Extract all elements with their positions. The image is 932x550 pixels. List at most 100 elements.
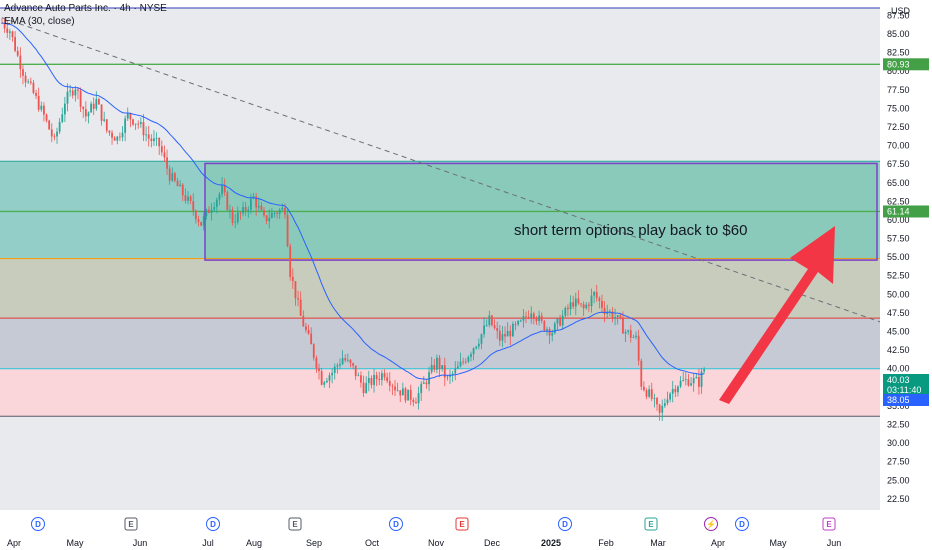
svg-text:E: E <box>459 520 465 529</box>
candle-body-2 <box>6 28 9 33</box>
candle-body-135 <box>354 365 357 376</box>
candle-body-53 <box>139 122 142 124</box>
x-tick-label-4: Aug <box>246 538 262 548</box>
price-badge-1: 61.14 <box>883 205 929 218</box>
candle-body-127 <box>333 366 336 373</box>
candle-body-10 <box>27 81 30 83</box>
candle-body-113 <box>297 298 299 300</box>
y-tick-label-16: 47.50 <box>887 308 910 318</box>
svg-text:03:11:40: 03:11:40 <box>887 385 921 395</box>
candle-body-37 <box>98 99 100 105</box>
candle-body-163 <box>428 372 430 385</box>
candle-body-41 <box>108 130 111 133</box>
price-badge-0: 80.93 <box>883 58 929 71</box>
currency-label[interactable]: USD <box>890 6 910 16</box>
y-tick-label-17: 45.00 <box>887 327 910 337</box>
candle-body-172 <box>451 373 454 375</box>
candle-body-50 <box>132 119 134 125</box>
x-tick-label-12: Apr <box>711 538 725 548</box>
candle-body-98 <box>257 205 260 208</box>
symbol-title[interactable]: Advance Auto Parts Inc. · 4h · NYSE <box>4 3 167 14</box>
candle-body-142 <box>373 375 375 385</box>
event-marker-0: D <box>31 517 45 531</box>
y-tick-label-8: 67.50 <box>887 159 910 169</box>
candle-body-121 <box>318 368 320 372</box>
candle-body-46 <box>121 132 124 138</box>
candle-body-225 <box>590 295 593 307</box>
candle-body-209 <box>548 329 551 336</box>
candle-body-174 <box>456 366 459 369</box>
candle-body-235 <box>616 315 619 317</box>
svg-text:80.93: 80.93 <box>887 59 910 69</box>
candle-body-197 <box>517 320 520 325</box>
candle-body-56 <box>147 134 150 139</box>
candle-body-196 <box>514 323 517 325</box>
candle-body-104 <box>273 212 276 214</box>
candle-body-5 <box>14 37 16 51</box>
candle-body-8 <box>22 69 24 76</box>
candle-body-82 <box>215 199 218 207</box>
svg-text:40.03: 40.03 <box>887 375 910 385</box>
candle-body-100 <box>263 210 265 216</box>
annotation-text: short term options play back to $60 <box>514 222 748 239</box>
candle-body-52 <box>137 123 140 125</box>
candle-body-101 <box>265 215 268 222</box>
time-axis-background <box>0 510 881 550</box>
candle-body-68 <box>179 184 182 187</box>
candle-body-24 <box>63 103 66 115</box>
candle-body-149 <box>391 385 394 387</box>
candle-body-76 <box>200 221 203 226</box>
candle-body-177 <box>464 361 467 363</box>
candle-body-92 <box>242 207 244 214</box>
candle-body-147 <box>386 377 389 382</box>
target-box <box>204 162 878 261</box>
candle-body-70 <box>184 195 187 201</box>
time-axis[interactable]: Apr May Jun Jul Aug Sep Oct Nov Dec 2025 Feb Mar Apr… <box>0 510 881 550</box>
candle-body-61 <box>160 146 163 153</box>
candle-body-215 <box>564 307 567 316</box>
candle-body-205 <box>538 315 540 322</box>
price-axis[interactable]: 87.50 85.00 82.50 80.00 77.50 75.00 72.50 70.00… <box>881 0 932 550</box>
event-marker-1: E <box>124 517 138 531</box>
candle-body-30 <box>79 90 82 107</box>
candle-body-93 <box>244 207 247 211</box>
candle-body-136 <box>357 375 360 377</box>
x-tick-label-3: Jul <box>202 538 214 548</box>
candle-body-256 <box>671 388 674 394</box>
candle-body-170 <box>446 376 449 378</box>
candle-body-130 <box>341 358 344 365</box>
zone-band-1 <box>0 258 880 319</box>
candle-body-60 <box>158 137 161 147</box>
candle-body-187 <box>491 315 493 326</box>
candle-body-179 <box>470 354 472 357</box>
candle-body-165 <box>433 364 436 370</box>
indicator-legend[interactable]: EMA (30, close) <box>4 16 75 27</box>
candle-body-79 <box>208 209 210 214</box>
candle-body-249 <box>653 398 656 399</box>
candle-body-49 <box>129 113 132 120</box>
candle-body-115 <box>302 315 305 327</box>
zone-band-0 <box>0 161 880 259</box>
candle-body-31 <box>82 106 85 110</box>
candle-body-84 <box>221 185 223 195</box>
candle-body-97 <box>255 196 258 208</box>
candle-body-138 <box>362 382 365 394</box>
event-marker-5: E <box>455 517 469 531</box>
candle-body-15 <box>40 105 43 110</box>
candle-body-67 <box>176 180 179 187</box>
candle-body-141 <box>370 378 373 385</box>
candle-body-202 <box>530 313 533 318</box>
event-marker-7: E <box>644 517 658 531</box>
candle-body-23 <box>61 114 64 123</box>
candle-body-156 <box>409 389 412 400</box>
candle-body-40 <box>105 119 108 131</box>
candle-body-176 <box>462 361 465 363</box>
candle-body-243 <box>637 335 640 361</box>
candle-body-28 <box>74 89 77 96</box>
candle-body-38 <box>100 104 103 121</box>
candle-body-242 <box>635 335 637 338</box>
candle-body-248 <box>650 389 653 399</box>
candle-body-29 <box>77 89 79 91</box>
candle-body-51 <box>134 123 137 125</box>
